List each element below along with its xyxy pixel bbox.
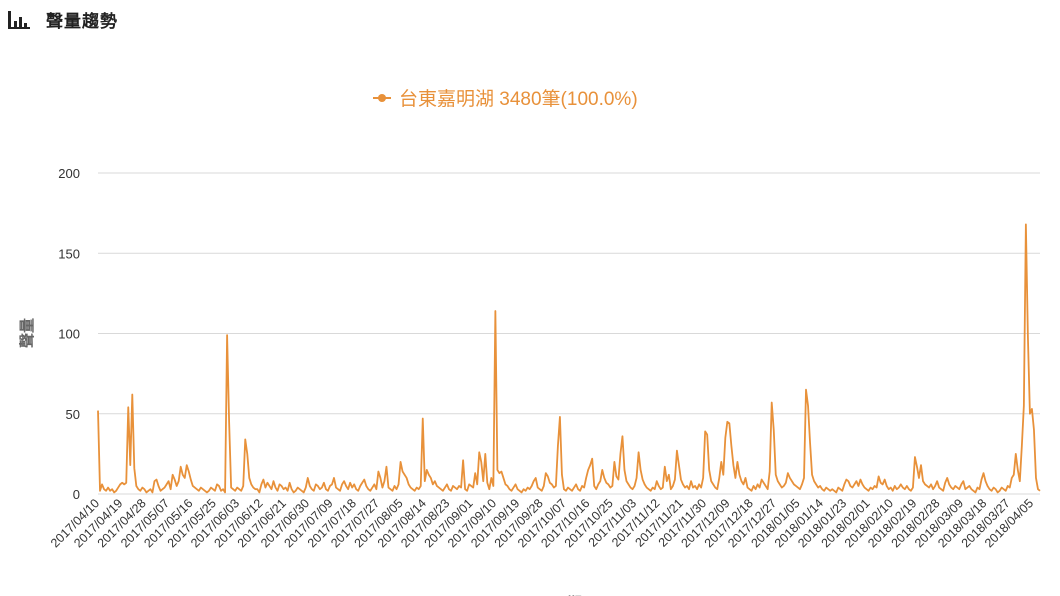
y-tick-label: 100 [58, 327, 80, 342]
bar-chart-icon [8, 9, 32, 29]
chart-header: 聲量趨勢 [8, 4, 118, 34]
legend[interactable]: 台東嘉明湖 3480筆(100.0%) [373, 88, 638, 110]
y-axis-ticks: 0 50 100 150 200 [58, 166, 80, 502]
chart-title: 聲量趨勢 [46, 11, 118, 32]
y-tick-label: 200 [58, 166, 80, 181]
y-tick-label: 150 [58, 246, 80, 261]
y-tick-label: 50 [66, 407, 80, 422]
y-tick-label: 0 [73, 487, 80, 502]
series-line[interactable] [97, 223, 1041, 494]
legend-label[interactable]: 台東嘉明湖 3480筆(100.0%) [399, 88, 638, 110]
grid-lines [98, 172, 1040, 495]
x-axis-title: 日期 [552, 594, 582, 596]
legend-dot-marker [378, 94, 386, 102]
x-axis-ticks: 2017/04/102017/04/192017/04/282017/05/07… [48, 496, 1036, 550]
y-axis-title: 聲量 [18, 318, 36, 348]
